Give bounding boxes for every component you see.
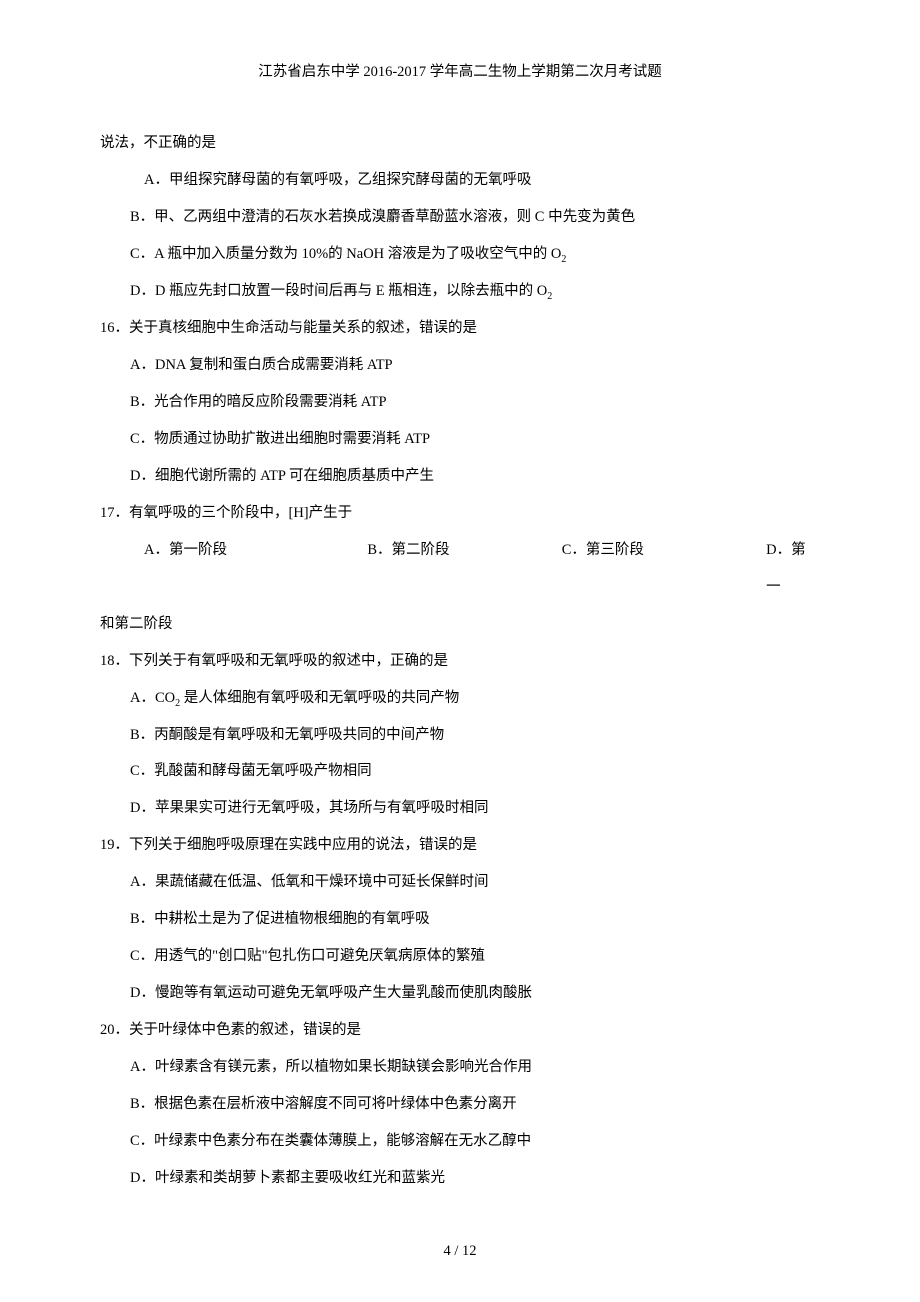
q15-d-text: D．D 瓶应先封口放置一段时间后再与 E 瓶相连，以除去瓶中的 O xyxy=(130,283,547,299)
page-number: 4 / 12 xyxy=(443,1243,476,1259)
q19-option-d: D．慢跑等有氧运动可避免无氧呼吸产生大量乳酸而使肌肉酸胀 xyxy=(130,975,820,1012)
q20-option-d: D．叶绿素和类胡萝卜素都主要吸收红光和蓝紫光 xyxy=(130,1160,820,1197)
q19-option-a: A．果蔬储藏在低温、低氧和干燥环境中可延长保鲜时间 xyxy=(130,864,820,901)
q17-option-a: A．第一阶段 xyxy=(144,532,367,606)
q15-option-c: C．A 瓶中加入质量分数为 10%的 NaOH 溶液是为了吸收空气中的 O2 xyxy=(130,236,820,273)
q18-a-pre: A．CO xyxy=(130,690,175,706)
q16-stem: 16．关于真核细胞中生命活动与能量关系的叙述，错误的是 xyxy=(100,310,820,347)
q19-stem: 19．下列关于细胞呼吸原理在实践中应用的说法，错误的是 xyxy=(100,827,820,864)
q19-option-c: C．用透气的"创口贴"包扎伤口可避免厌氧病原体的繁殖 xyxy=(130,938,820,975)
q18-option-a: A．CO2 是人体细胞有氧呼吸和无氧呼吸的共同产物 xyxy=(130,680,820,717)
q15-option-a: A．甲组探究酵母菌的有氧呼吸，乙组探究酵母菌的无氧呼吸 xyxy=(144,162,820,199)
q20-option-a: A．叶绿素含有镁元素，所以植物如果长期缺镁会影响光合作用 xyxy=(130,1049,820,1086)
q20-stem: 20．关于叶绿体中色素的叙述，错误的是 xyxy=(100,1012,820,1049)
q16-option-a: A．DNA 复制和蛋白质合成需要消耗 ATP xyxy=(130,347,820,384)
q15-option-d: D．D 瓶应先封口放置一段时间后再与 E 瓶相连，以除去瓶中的 O2 xyxy=(130,273,820,310)
page-footer: 4 / 12 xyxy=(0,1243,920,1260)
q15-d-sub: 2 xyxy=(547,291,552,302)
q17-option-d: D．第一 xyxy=(766,532,820,606)
q18-a-post: 是人体细胞有氧呼吸和无氧呼吸的共同产物 xyxy=(180,690,459,706)
q17-option-c: C．第三阶段 xyxy=(562,532,766,606)
header-title: 江苏省启东中学 2016-2017 学年高二生物上学期第二次月考试题 xyxy=(258,64,662,80)
q15-continuation: 说法，不正确的是 xyxy=(100,125,820,162)
page-header: 江苏省启东中学 2016-2017 学年高二生物上学期第二次月考试题 xyxy=(100,60,820,81)
q15-c-sub: 2 xyxy=(561,254,566,265)
q17-options-row: A．第一阶段 B．第二阶段 C．第三阶段 D．第一 xyxy=(144,532,820,606)
q17-continuation: 和第二阶段 xyxy=(100,606,820,643)
q18-option-d: D．苹果果实可进行无氧呼吸，其场所与有氧呼吸时相同 xyxy=(130,790,820,827)
q15-c-text: C．A 瓶中加入质量分数为 10%的 NaOH 溶液是为了吸收空气中的 O xyxy=(130,246,561,262)
q17-option-b: B．第二阶段 xyxy=(367,532,561,606)
q18-stem: 18．下列关于有氧呼吸和无氧呼吸的叙述中，正确的是 xyxy=(100,643,820,680)
q16-option-d: D．细胞代谢所需的 ATP 可在细胞质基质中产生 xyxy=(130,458,820,495)
document-body: 说法，不正确的是 A．甲组探究酵母菌的有氧呼吸，乙组探究酵母菌的无氧呼吸 B．甲… xyxy=(100,125,820,1197)
q18-option-c: C．乳酸菌和酵母菌无氧呼吸产物相同 xyxy=(130,753,820,790)
q19-option-b: B．中耕松土是为了促进植物根细胞的有氧呼吸 xyxy=(130,901,820,938)
q17-stem: 17．有氧呼吸的三个阶段中，[H]产生于 xyxy=(100,495,820,532)
q15-option-b: B．甲、乙两组中澄清的石灰水若换成溴麝香草酚蓝水溶液，则 C 中先变为黄色 xyxy=(130,199,820,236)
q16-option-b: B．光合作用的暗反应阶段需要消耗 ATP xyxy=(130,384,820,421)
q18-option-b: B．丙酮酸是有氧呼吸和无氧呼吸共同的中间产物 xyxy=(130,717,820,754)
q16-option-c: C．物质通过协助扩散进出细胞时需要消耗 ATP xyxy=(130,421,820,458)
q20-option-b: B．根据色素在层析液中溶解度不同可将叶绿体中色素分离开 xyxy=(130,1086,820,1123)
q20-option-c: C．叶绿素中色素分布在类囊体薄膜上，能够溶解在无水乙醇中 xyxy=(130,1123,820,1160)
